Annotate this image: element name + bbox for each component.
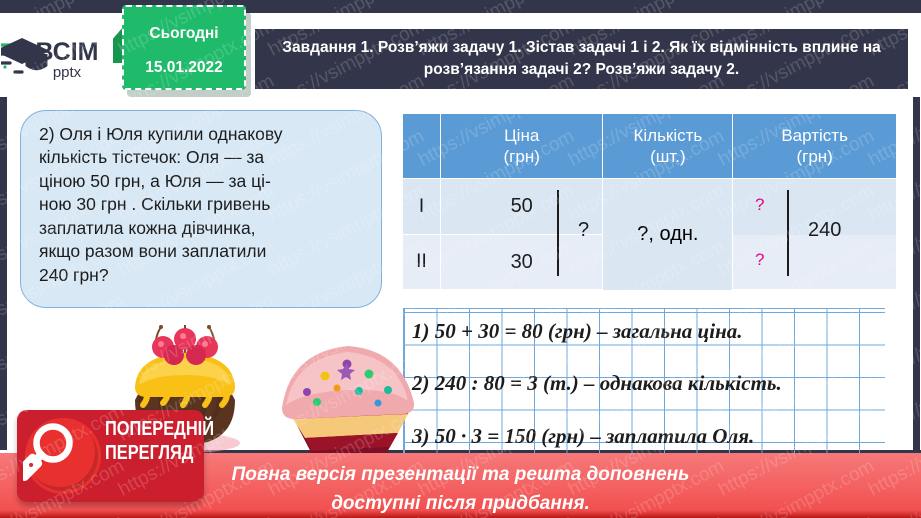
svg-text:pptx: pptx (53, 64, 82, 81)
svg-text:ВСІМ: ВСІМ (36, 38, 99, 66)
